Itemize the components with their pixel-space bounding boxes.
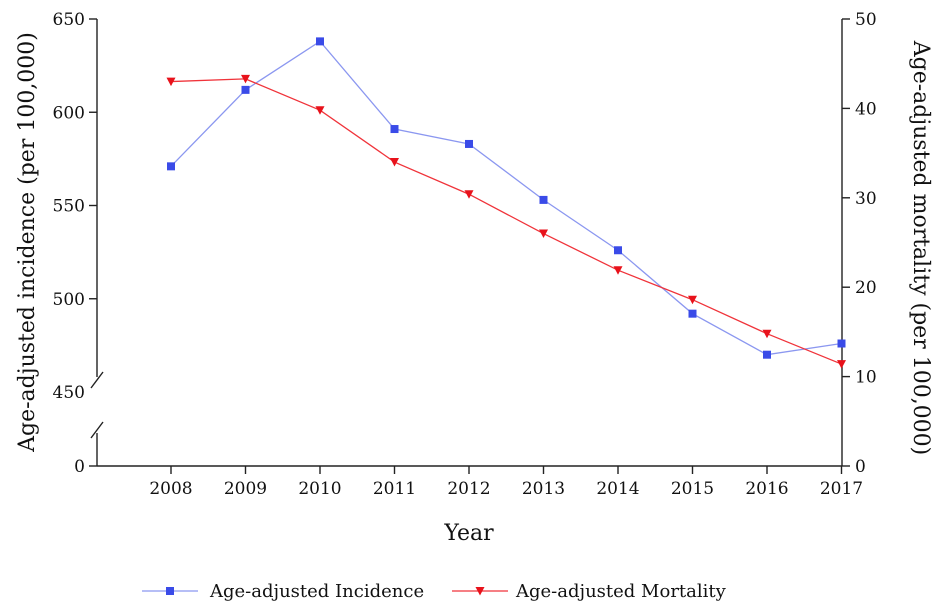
data-point-mortality bbox=[688, 295, 697, 305]
legend-item-incidence: Age-adjusted Incidence bbox=[142, 581, 424, 602]
right-y-axis-title: Age-adjusted mortality (per 100,000) bbox=[908, 40, 933, 456]
left-y-axis: 0 450 500 550 600 650 bbox=[53, 10, 104, 477]
x-tick-label: 2017 bbox=[820, 479, 863, 499]
legend-item-mortality: Age-adjusted Mortality bbox=[452, 581, 727, 602]
data-point-mortality bbox=[390, 158, 399, 167]
data-point-mortality bbox=[613, 266, 623, 275]
data-point-mortality bbox=[241, 74, 250, 84]
data-point-mortality bbox=[464, 190, 474, 199]
x-tick-label: 2009 bbox=[224, 479, 267, 499]
data-point-incidence bbox=[241, 85, 250, 94]
x-axis: 2008 2009 2010 2011 2012 2013 2014 2015 2016 2017 bbox=[97, 465, 863, 499]
legend-label-incidence: Age-adjusted Incidence bbox=[209, 581, 424, 602]
axis-break-mark-upper bbox=[90, 371, 104, 389]
data-point-incidence bbox=[465, 139, 473, 148]
data-point-incidence bbox=[539, 195, 548, 204]
right-y-tick-label: 50 bbox=[855, 10, 877, 30]
x-tick-label: 2015 bbox=[671, 479, 714, 499]
right-y-tick-label: 30 bbox=[855, 189, 877, 209]
data-point-incidence bbox=[688, 309, 697, 318]
x-tick-label: 2010 bbox=[298, 479, 341, 499]
data-point-incidence bbox=[763, 350, 771, 359]
left-y-axis-title: Age-adjusted incidence (per 100,000) bbox=[15, 32, 40, 453]
right-y-tick-label: 40 bbox=[855, 99, 877, 119]
legend-marker-incidence bbox=[166, 587, 174, 595]
right-y-axis: 0 10 20 30 40 50 bbox=[841, 10, 877, 477]
legend: Age-adjusted Incidence Age-adjusted Mort… bbox=[142, 581, 727, 602]
legend-marker-mortality bbox=[475, 587, 485, 596]
data-point-incidence bbox=[167, 162, 175, 171]
left-y-tick-label: 650 bbox=[53, 10, 85, 30]
data-point-incidence bbox=[837, 339, 846, 348]
left-y-tick-label: 550 bbox=[53, 197, 85, 217]
data-point-mortality bbox=[539, 229, 548, 239]
axis-break-mark-lower bbox=[90, 421, 104, 439]
series-line-incidence bbox=[170, 40, 842, 356]
data-point-mortality bbox=[166, 77, 176, 87]
series-layer bbox=[166, 37, 846, 369]
legend-label-mortality: Age-adjusted Mortality bbox=[515, 581, 727, 602]
x-tick-label: 2011 bbox=[373, 479, 416, 499]
x-tick-label: 2016 bbox=[745, 479, 788, 499]
data-point-mortality bbox=[837, 360, 846, 369]
right-y-tick-label: 0 bbox=[855, 457, 866, 477]
left-y-tick-label: 600 bbox=[53, 103, 85, 123]
left-y-tick-label: 500 bbox=[53, 290, 85, 310]
data-point-mortality bbox=[762, 329, 772, 339]
data-point-mortality bbox=[315, 106, 325, 115]
data-point-incidence bbox=[316, 37, 324, 46]
x-axis-title: Year bbox=[443, 521, 494, 546]
data-point-incidence bbox=[390, 125, 399, 134]
x-tick-label: 2014 bbox=[596, 479, 639, 499]
right-y-tick-label: 20 bbox=[855, 278, 877, 298]
left-y-tick-label: 0 bbox=[74, 457, 85, 477]
left-y-tick-label: 450 bbox=[53, 383, 85, 403]
x-tick-label: 2008 bbox=[149, 479, 192, 499]
x-tick-label: 2012 bbox=[447, 479, 490, 499]
data-point-incidence bbox=[614, 246, 622, 255]
right-y-tick-label: 10 bbox=[855, 368, 877, 388]
series-line-mortality bbox=[170, 78, 842, 365]
x-tick-label: 2013 bbox=[522, 479, 565, 499]
